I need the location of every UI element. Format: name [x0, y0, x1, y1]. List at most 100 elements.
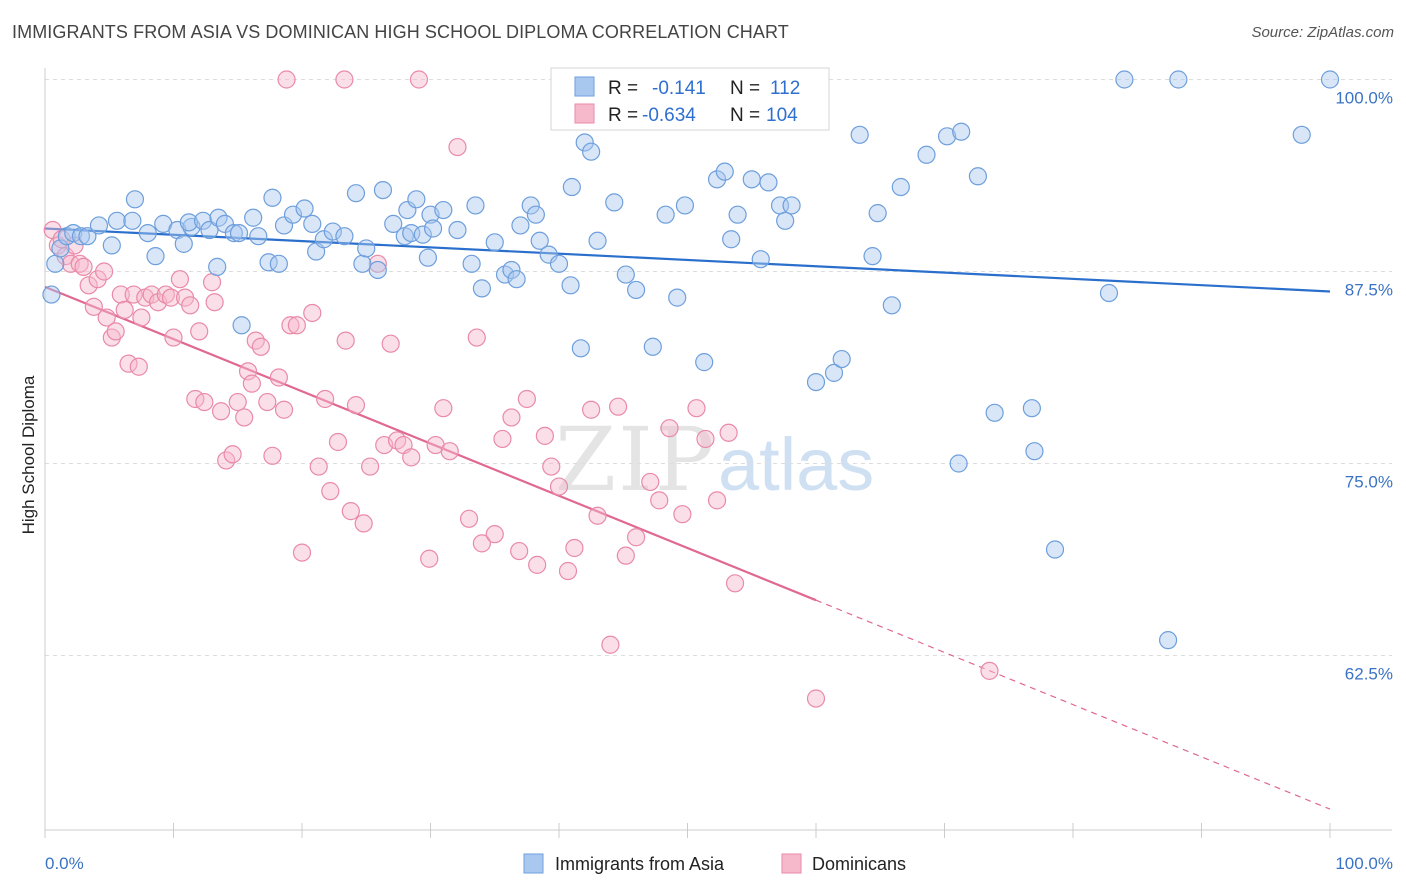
bottom-legend-label-dominicans: Dominicans	[812, 854, 906, 874]
chart-title: IMMIGRANTS FROM ASIA VS DOMINICAN HIGH S…	[12, 22, 789, 42]
asia-point	[715, 162, 734, 181]
dominican-point	[303, 303, 322, 323]
asia-point	[1045, 540, 1065, 559]
asia-point	[179, 213, 199, 232]
asia-point	[832, 349, 851, 369]
dominican-point	[328, 432, 348, 452]
asia-point	[232, 316, 251, 335]
asia-point	[571, 339, 590, 358]
asia-point	[495, 265, 515, 284]
asia-point	[224, 224, 243, 243]
asia-point	[588, 231, 607, 250]
dominican-point	[409, 70, 429, 89]
asia-point	[42, 285, 61, 304]
asia-point	[728, 205, 747, 224]
asia-point	[751, 250, 770, 269]
asia-point	[283, 205, 303, 224]
dominican-point	[164, 328, 183, 347]
dominican-point	[467, 328, 486, 347]
asia-point	[138, 224, 157, 243]
dominican-point	[616, 546, 635, 565]
dominican-point	[542, 457, 561, 476]
asia-point	[1022, 399, 1041, 418]
asia-point	[89, 216, 109, 235]
bottom-legend-swatch-dominicans	[781, 853, 802, 874]
dominican-point	[277, 70, 296, 89]
dominican-point	[181, 296, 200, 315]
dominican-point	[316, 389, 335, 409]
asia-point	[71, 227, 91, 246]
asia-point	[863, 247, 882, 266]
asia-point	[462, 254, 481, 273]
dominican-point	[111, 285, 130, 304]
asia-point	[146, 247, 165, 266]
asia-point	[485, 233, 504, 252]
dominican-point	[95, 262, 114, 281]
dominican-point	[211, 402, 231, 421]
dominican-point	[434, 399, 453, 418]
dominican-point	[493, 429, 512, 449]
dominican-point	[980, 661, 999, 680]
dominican-point	[588, 506, 607, 525]
asia-point	[174, 234, 193, 253]
asia-point	[707, 170, 727, 189]
dominican-trend-line	[44, 285, 817, 602]
asia-point	[368, 260, 387, 280]
asia-point	[530, 231, 549, 250]
dominican-point	[258, 392, 277, 412]
asia-point	[335, 227, 354, 246]
asia-point	[526, 205, 545, 224]
dominican-point	[269, 368, 288, 387]
asia-point	[244, 208, 263, 227]
asia-point	[502, 260, 521, 280]
asia-point	[917, 145, 936, 164]
source-label: Source: ZipAtlas.com	[1251, 24, 1394, 41]
asia-point	[668, 288, 687, 307]
dominican-point	[687, 399, 706, 418]
asia-point	[985, 403, 1004, 422]
dominican-point	[129, 357, 148, 376]
dominican-point	[235, 408, 254, 427]
asia-point	[549, 254, 569, 273]
asia-point	[1320, 70, 1340, 89]
asia-point	[249, 227, 268, 246]
dominican-point	[161, 288, 181, 307]
asia-point	[882, 296, 901, 315]
asia-point	[782, 196, 801, 215]
asia-point	[78, 227, 97, 246]
asia-point	[123, 211, 142, 230]
asia-trend-line	[44, 227, 1331, 293]
asia-point	[850, 125, 869, 144]
y-tick-label: 75.0%	[1345, 473, 1393, 492]
dominican-point	[115, 300, 134, 319]
asia-point	[806, 372, 826, 392]
dominican-point	[346, 396, 366, 415]
dominican-point	[106, 322, 125, 341]
asia-point	[968, 167, 988, 186]
asia-point	[1158, 631, 1178, 650]
asia-point	[868, 204, 887, 223]
asia-point	[295, 199, 314, 218]
watermark-atlas: atlas	[718, 423, 874, 506]
asia-point	[891, 177, 910, 197]
scatter-points	[42, 70, 1340, 708]
dominican-point	[641, 472, 660, 492]
asia-point	[208, 257, 227, 276]
dominican-point	[205, 293, 224, 312]
dominican-point	[725, 574, 745, 593]
asia-point	[511, 216, 530, 235]
x-tick-label: 0.0%	[45, 854, 84, 873]
asia-point	[722, 230, 741, 249]
legend-box: R = -0.141 N = 112 R = -0.634 N = 104	[550, 67, 830, 131]
dominican-point	[707, 491, 727, 510]
asia-point	[605, 193, 624, 212]
dominican-point	[535, 426, 554, 445]
asia-point	[353, 254, 372, 273]
watermark-zip: ZIP	[555, 408, 716, 511]
dominican-point	[287, 316, 306, 335]
dominican-point	[387, 431, 407, 450]
dominican-point	[609, 397, 628, 416]
dominican-point	[472, 534, 491, 553]
asia-point	[759, 173, 778, 192]
dominican-point	[79, 276, 98, 295]
